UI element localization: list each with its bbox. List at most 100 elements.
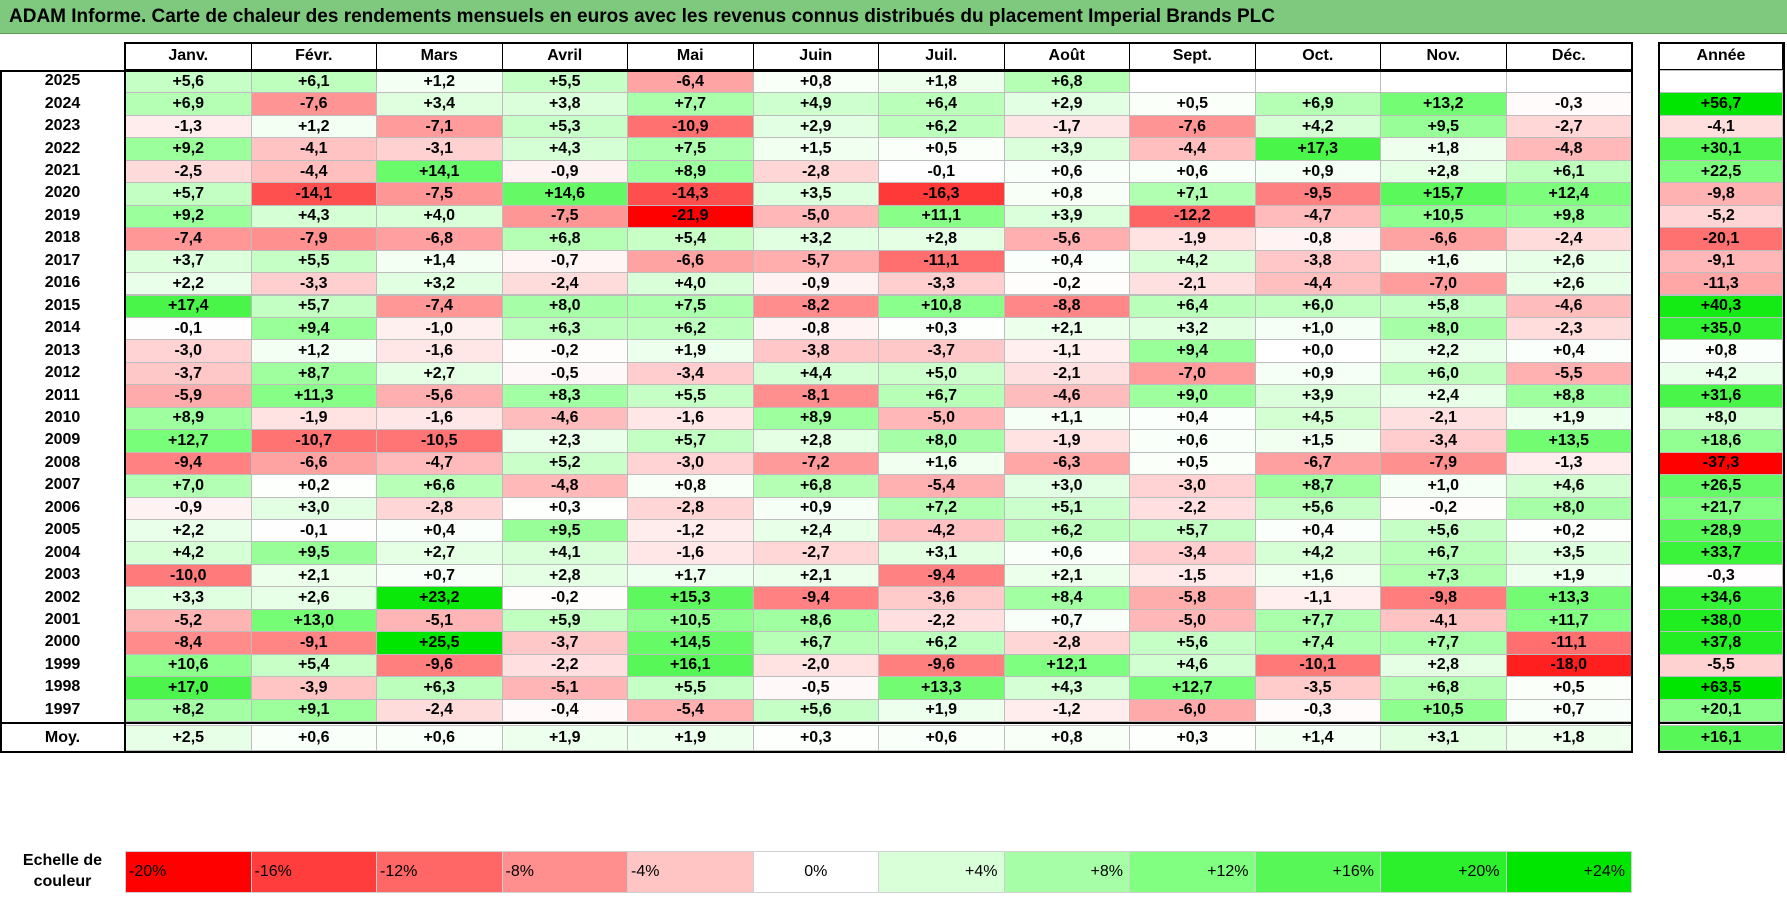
- heatmap-cell: +6,1: [1505, 159, 1632, 184]
- heatmap-cell: +13,3: [878, 676, 1005, 700]
- heatmap-cell: -10,9: [627, 114, 754, 139]
- heatmap-cell: +4,2: [1254, 541, 1381, 565]
- heatmap-cell: +10,5: [1380, 698, 1507, 723]
- heatmap-cell: +0,7: [1505, 698, 1632, 723]
- heatmap-cell: +1,1: [1003, 406, 1130, 431]
- heatmap-cell: +4,2: [1129, 249, 1256, 274]
- heatmap-cell: -7,4: [125, 227, 252, 251]
- heatmap-cell: -5,2: [125, 608, 252, 633]
- heatmap-cell: -2,8: [1003, 631, 1130, 655]
- heatmap-cell: -2,3: [1505, 316, 1632, 341]
- chart-title: ADAM Informe. Carte de chaleur des rende…: [9, 6, 1276, 27]
- heatmap-cell: +0,7: [1003, 608, 1130, 633]
- column-header: Avril: [501, 42, 628, 70]
- row-year-label: 2025: [0, 70, 125, 93]
- heatmap-cell: +5,1: [1003, 496, 1130, 520]
- heatmap-cell: +0,5: [1505, 676, 1632, 700]
- heatmap-cell: +2,6: [1505, 249, 1632, 274]
- heatmap-cell: +8,8: [1505, 384, 1632, 408]
- annual-cell: +21,7: [1659, 496, 1783, 520]
- heatmap-cell: -5,4: [627, 698, 754, 723]
- heatmap-cell: -4,7: [1254, 204, 1381, 229]
- heatmap-cell: +1,9: [627, 339, 754, 363]
- color-scale-label: Echelle de couleur: [0, 850, 125, 892]
- heatmap-cell: +4,2: [125, 541, 252, 565]
- heatmap-cell: -3,1: [376, 137, 503, 161]
- separator-line: [0, 722, 1631, 725]
- heatmap-cell: +0,2: [250, 474, 377, 498]
- heatmap-cell: +3,9: [1254, 384, 1381, 408]
- heatmap-cell: +8,7: [1254, 474, 1381, 498]
- heatmap-cell: +3,0: [250, 496, 377, 520]
- heatmap-cell: +1,6: [878, 451, 1005, 476]
- heatmap-cell: -7,6: [1129, 114, 1256, 139]
- heatmap-cell: -2,1: [1380, 406, 1507, 431]
- annual-cell: -9,1: [1659, 249, 1783, 274]
- annual-cell: -5,2: [1659, 204, 1783, 229]
- heatmap-cell: +0,6: [1129, 429, 1256, 453]
- heatmap-cell: -0,9: [752, 272, 879, 296]
- heatmap-cell: -9,4: [752, 586, 879, 610]
- heatmap-cell: -3,8: [752, 339, 879, 363]
- heatmap-cell: -5,6: [376, 384, 503, 408]
- color-scale-label-line1: Echelle de: [22, 852, 103, 869]
- heatmap-cell: +17,4: [125, 294, 252, 318]
- heatmap-cell: -7,6: [250, 92, 377, 116]
- heatmap-cell: +2,1: [250, 563, 377, 588]
- heatmap-cell: +8,0: [1380, 316, 1507, 341]
- heatmap-cell: -7,9: [250, 227, 377, 251]
- heatmap-cell: -4,7: [376, 451, 503, 476]
- heatmap-cell: +6,9: [1254, 92, 1381, 116]
- heatmap-cell: +2,2: [1380, 339, 1507, 363]
- heatmap-cell: -8,8: [1003, 294, 1130, 318]
- heatmap-cell: +23,2: [376, 586, 503, 610]
- heatmap-cell: -3,4: [1380, 429, 1507, 453]
- heatmap-cell: +9,2: [125, 204, 252, 229]
- row-year-label: 2019: [0, 204, 125, 228]
- column-header: Août: [1003, 42, 1130, 70]
- heatmap-cell: -0,9: [501, 159, 628, 184]
- heatmap-cell: +1,8: [1380, 137, 1507, 161]
- heatmap-cell: +9,5: [501, 519, 628, 543]
- heatmap-cell: +8,7: [250, 361, 377, 386]
- heatmap-cell: -2,5: [125, 159, 252, 184]
- heatmap-cell: -2,7: [1505, 114, 1632, 139]
- heatmap-cell: +1,5: [1254, 429, 1381, 453]
- heatmap-cell: -1,6: [627, 406, 754, 431]
- annual-cell: +30,1: [1659, 137, 1783, 161]
- annual-cell: +63,5: [1659, 676, 1783, 700]
- heatmap-cell: +2,4: [1380, 384, 1507, 408]
- heatmap-cell: -3,8: [1254, 249, 1381, 274]
- heatmap-cell: +6,2: [627, 316, 754, 341]
- heatmap-cell: -14,3: [627, 182, 754, 206]
- heatmap-cell: +6,8: [752, 474, 879, 498]
- average-cell: +1,8: [1505, 725, 1632, 752]
- heatmap-cell: -3,0: [1129, 474, 1256, 498]
- heatmap-cell: +2,8: [752, 429, 879, 453]
- heatmap-cell: -7,0: [1129, 361, 1256, 386]
- heatmap-cell: +7,2: [878, 496, 1005, 520]
- heatmap-cell: +5,5: [627, 384, 754, 408]
- heatmap-cell: +12,4: [1505, 182, 1632, 206]
- heatmap-cell: +2,8: [1380, 653, 1507, 678]
- heatmap-cell: +1,4: [376, 249, 503, 274]
- heatmap-cell: -1,3: [125, 114, 252, 139]
- heatmap-cell: -0,1: [125, 316, 252, 341]
- heatmap-cell: +2,9: [1003, 92, 1130, 116]
- heatmap-cell: -10,0: [125, 563, 252, 588]
- heatmap-cell: +5,7: [1129, 519, 1256, 543]
- heatmap-cell: -7,5: [376, 182, 503, 206]
- heatmap-cell: -3,3: [878, 272, 1005, 296]
- heatmap-cell: +2,6: [250, 586, 377, 610]
- heatmap-cell: +0,5: [1129, 451, 1256, 476]
- heatmap-cell: +0,3: [878, 316, 1005, 341]
- heatmap-cell: +0,2: [1505, 519, 1632, 543]
- heatmap-cell: +3,4: [376, 92, 503, 116]
- heatmap-cell: -5,1: [376, 608, 503, 633]
- heatmap-cell: +1,2: [376, 70, 503, 94]
- heatmap-cell: +6,4: [1129, 294, 1256, 318]
- heatmap-cell: +4,4: [752, 361, 879, 386]
- heatmap-cell: +3,5: [1505, 541, 1632, 565]
- heatmap-cell: -0,5: [501, 361, 628, 386]
- heatmap-cell: -14,1: [250, 182, 377, 206]
